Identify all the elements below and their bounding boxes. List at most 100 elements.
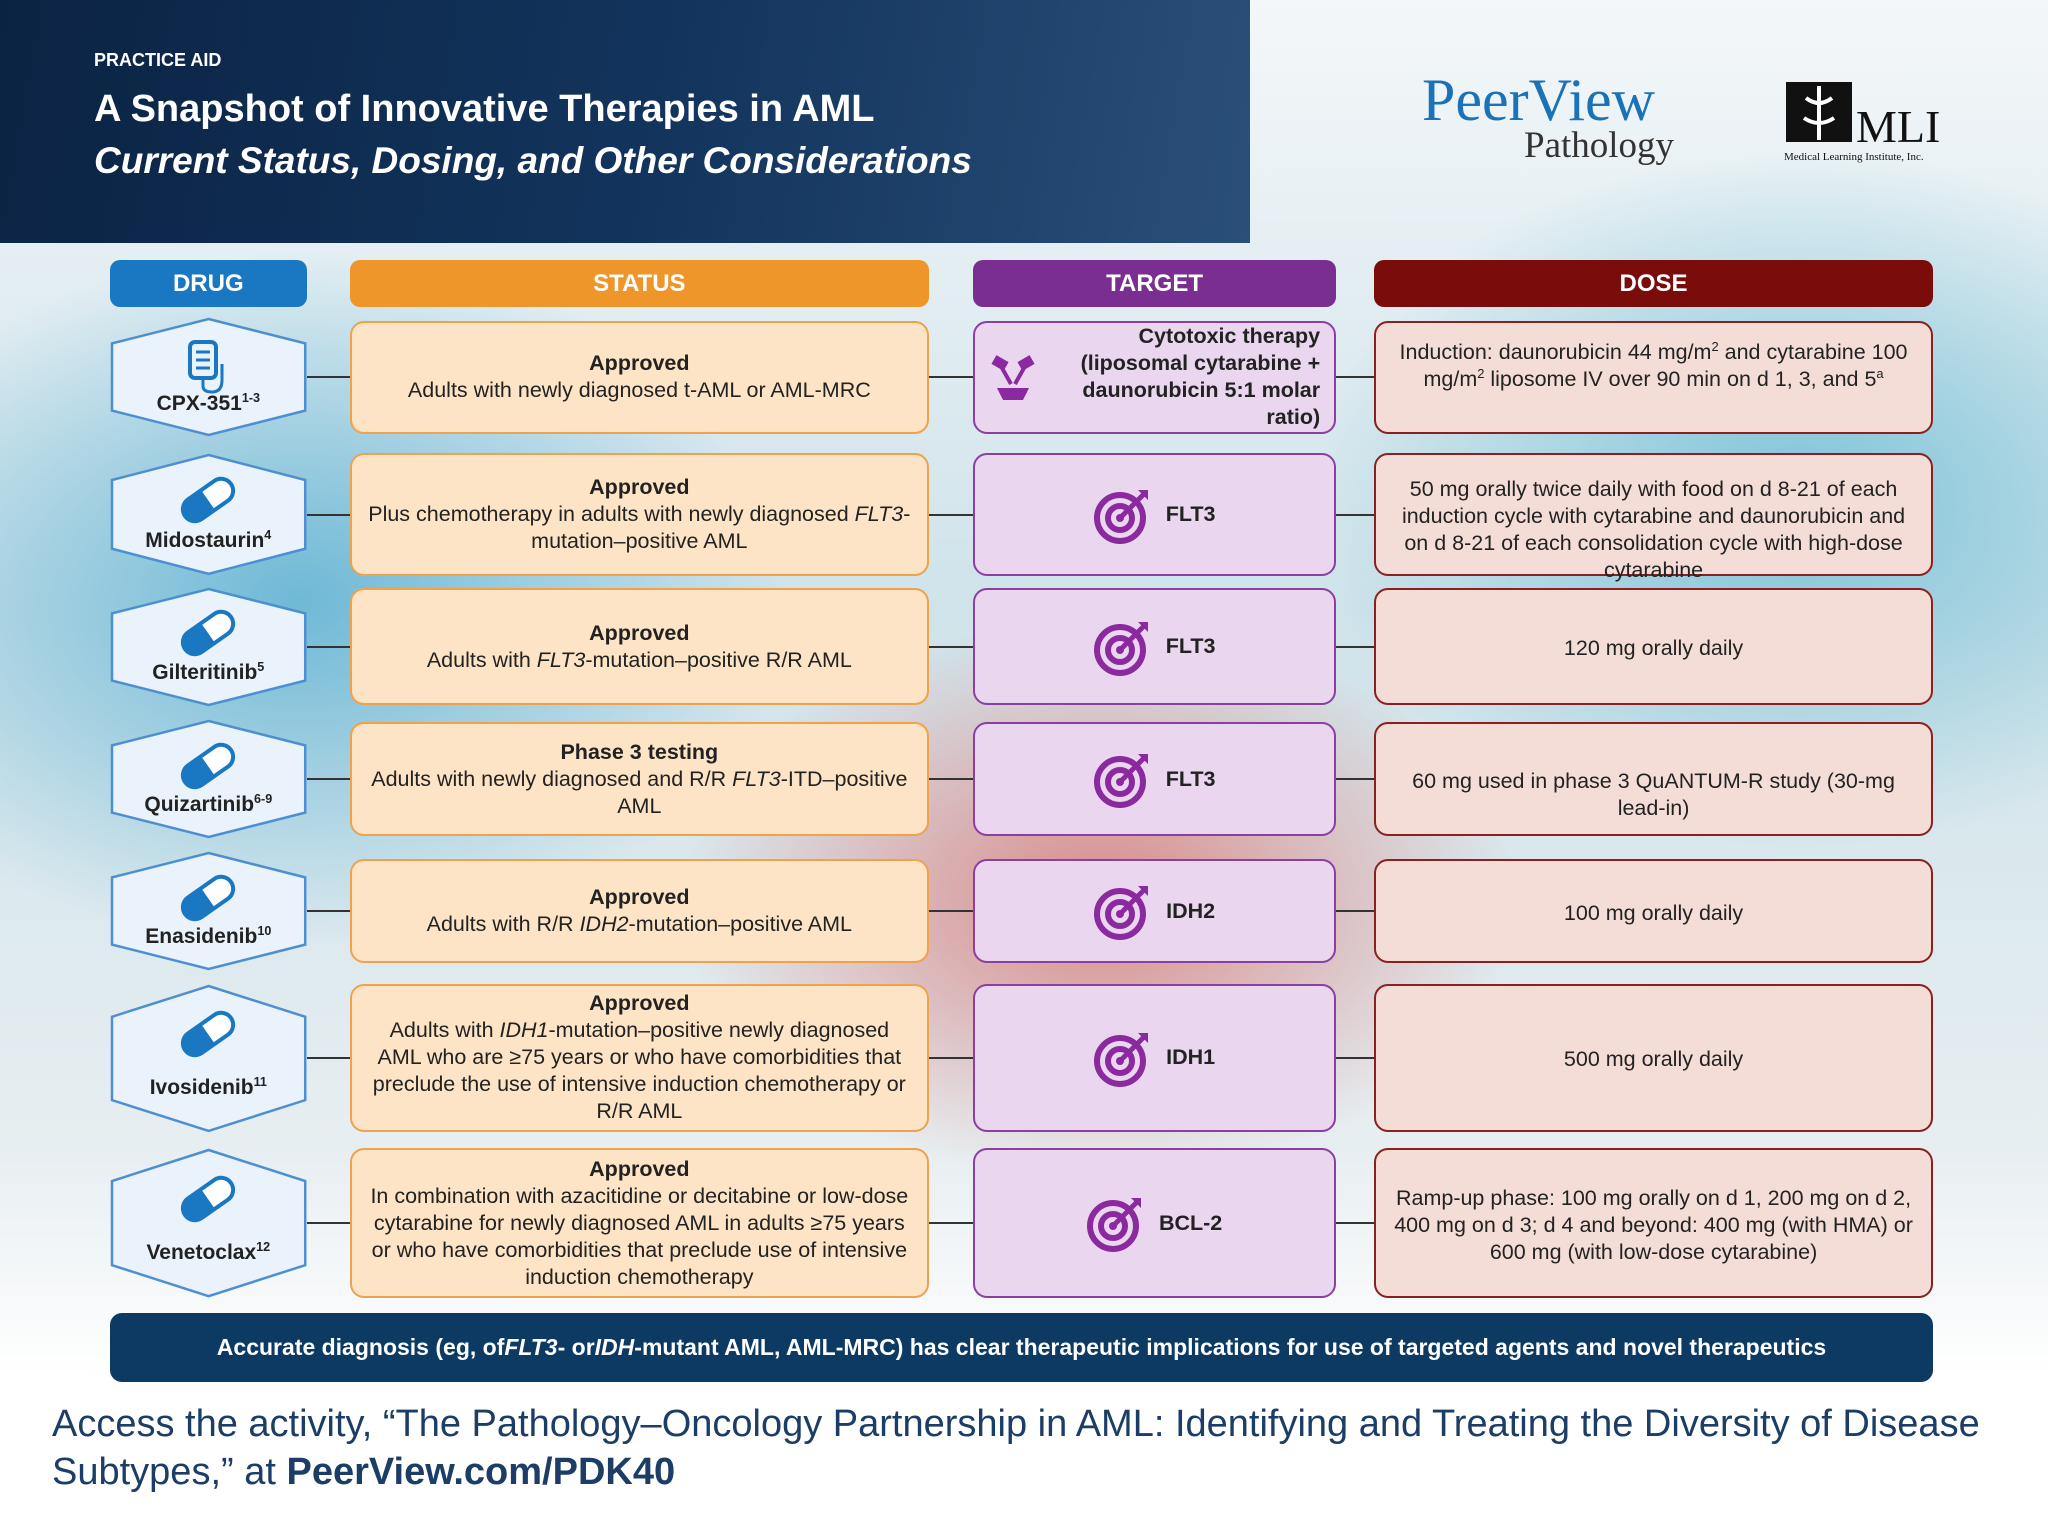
text-run: In combination with azacitidine or decit… xyxy=(370,1183,909,1289)
dose-cell: 120 mg orally daily xyxy=(1374,587,1934,706)
target-cell: IDH2 xyxy=(973,859,1337,963)
status-cell: Approved Adults with FLT3-mutation–positi… xyxy=(350,587,929,706)
target-text: FLT3 xyxy=(1165,634,1216,659)
status-cell: Phase 3 testing Adults with newly diagnos… xyxy=(350,722,929,836)
pill-icon xyxy=(181,1175,236,1223)
text-run: 2 xyxy=(1711,338,1719,354)
status-text: Adults with IDH1-mutation–positive newly… xyxy=(366,1017,913,1125)
drug-text: Venetoclax xyxy=(146,1241,257,1265)
iv-bag-icon xyxy=(188,340,224,394)
text-run: -mutation–positive AML xyxy=(628,912,853,936)
connector xyxy=(306,376,351,379)
target-cell: BCL-2 xyxy=(973,1148,1337,1299)
text-run: 100 mg orally daily xyxy=(1563,900,1744,925)
target-text: FLT3 xyxy=(1165,766,1216,791)
peerview-logo: PeerView xyxy=(1422,67,1655,133)
drug-name: Quizartinib6-9 xyxy=(110,793,307,817)
drug-cell: Ivosidenib11 xyxy=(110,984,307,1133)
drug-cell: Midostaurin4 xyxy=(110,453,307,576)
text-run: Adults with newly diagnosed t-AML or AML… xyxy=(407,378,871,403)
pill-icon xyxy=(181,610,236,657)
connector xyxy=(1336,1222,1375,1225)
connector xyxy=(928,778,974,781)
drug-name: Enasidenib10 xyxy=(110,925,307,949)
text-run: IDH2 xyxy=(579,912,629,936)
text-run: 2 xyxy=(1477,365,1485,381)
status-title: Approved xyxy=(589,1156,690,1181)
target-text: IDH1 xyxy=(1166,1045,1216,1070)
cytotoxic-icon xyxy=(991,355,1035,401)
column-header: DRUG xyxy=(109,260,307,307)
connector xyxy=(928,1222,974,1225)
drug-name: Gilteritinib5 xyxy=(110,661,307,685)
column-header: STATUS xyxy=(350,260,929,307)
drug-cell: Venetoclax12 xyxy=(110,1148,307,1298)
drug-text: Enasidenib xyxy=(145,925,258,949)
text-run: Accurate diagnosis (eg, of xyxy=(216,1334,505,1360)
target-text: Cytotoxic therapy (liposomal cytarabine … xyxy=(1080,324,1321,430)
status-cell: Approved Adults with newly diagnosed t-AM… xyxy=(350,321,929,434)
mli-icon xyxy=(1786,82,1852,142)
status-text: Adults with FLT3-mutation–positive R/R A… xyxy=(427,647,852,674)
connector xyxy=(1336,910,1375,913)
text-run: Ramp-up phase: 100 mg orally on d 1, 200… xyxy=(1394,1185,1913,1264)
drug-ref: 11 xyxy=(253,1074,267,1089)
drug-text: CPX-351 xyxy=(156,391,242,415)
drug-ref: 4 xyxy=(264,528,272,543)
connector xyxy=(306,513,351,516)
footer: Access the activity, “The Pathology–Onco… xyxy=(52,1400,2002,1496)
target-text: BCL-2 xyxy=(1158,1210,1223,1235)
drug-name: CPX-3511-3 xyxy=(110,392,307,416)
drug-hexagon xyxy=(110,1148,307,1298)
text-run: -mutation–positive R/R AML xyxy=(585,647,852,672)
text-run: FLT3 xyxy=(504,1334,558,1360)
dose-cell: 50 mg orally twice daily with food on d … xyxy=(1374,453,1934,582)
text-run: 120 mg orally daily xyxy=(1563,636,1744,661)
target-text: IDH2 xyxy=(1166,898,1216,923)
drug-ref: 1-3 xyxy=(241,390,261,405)
text-run: IDH1 xyxy=(499,1018,549,1043)
connector xyxy=(928,910,974,913)
connector xyxy=(928,513,974,516)
status-title: Approved xyxy=(589,620,690,645)
text-run: -mutation–positive newly diagnosed AML w… xyxy=(372,1018,906,1124)
connector xyxy=(306,778,351,781)
header-subtitle: Current Status, Dosing, and Other Consid… xyxy=(94,140,972,181)
connector xyxy=(928,645,974,648)
mli-full-name: Medical Learning Institute, Inc. xyxy=(1784,151,1924,163)
text-run: -ITD–positive AML xyxy=(617,766,908,818)
status-title: Approved xyxy=(589,475,690,500)
status-cell: Approved Adults with IDH1-mutation–positi… xyxy=(350,983,929,1133)
drug-name: Ivosidenib11 xyxy=(110,1076,307,1100)
target-icon xyxy=(1093,621,1148,676)
text-run: Adults with newly diagnosed and R/R xyxy=(371,766,733,791)
pill-icon xyxy=(181,742,236,790)
text-run: 500 mg orally daily xyxy=(1563,1047,1744,1072)
dose-cell: 60 mg used in phase 3 QuANTUM-R study (3… xyxy=(1374,722,1934,836)
status-text: Adults with R/R IDH2-mutation–positive A… xyxy=(427,911,852,938)
dose-cell: Ramp-up phase: 100 mg orally on d 1, 200… xyxy=(1374,1148,1934,1299)
status-title: Approved xyxy=(589,351,690,376)
connector xyxy=(1336,513,1375,516)
drug-name: Venetoclax12 xyxy=(110,1241,307,1265)
status-text: Plus chemotherapy in adults with newly d… xyxy=(366,501,913,555)
text-run: Adults with xyxy=(389,1018,500,1043)
text-run: Induction: daunorubicin 44 mg/m xyxy=(1399,339,1712,364)
column-header: DOSE xyxy=(1374,260,1934,307)
drug-name: Midostaurin4 xyxy=(110,529,307,553)
status-text: Adults with newly diagnosed t-AML or AML… xyxy=(408,377,871,404)
drug-ref: 6-9 xyxy=(254,792,273,807)
target-icon xyxy=(1093,489,1148,544)
drug-cell: Gilteritinib5 xyxy=(110,587,307,707)
text-run: Access the activity, “The Pathology–Onco… xyxy=(52,1403,1980,1493)
target-icon xyxy=(1086,1198,1141,1253)
target-cell: FLT3 xyxy=(973,587,1337,706)
banner: Accurate diagnosis (eg, of FLT3- or IDH -… xyxy=(110,1313,1933,1382)
dose-cell: 100 mg orally daily xyxy=(1374,859,1934,963)
column-header: TARGET xyxy=(973,260,1337,307)
pill-icon xyxy=(181,874,236,921)
connector xyxy=(1336,645,1375,648)
status-cell: Approved In combination with azacitidine … xyxy=(350,1148,929,1299)
status-title: Phase 3 testing xyxy=(560,739,719,764)
